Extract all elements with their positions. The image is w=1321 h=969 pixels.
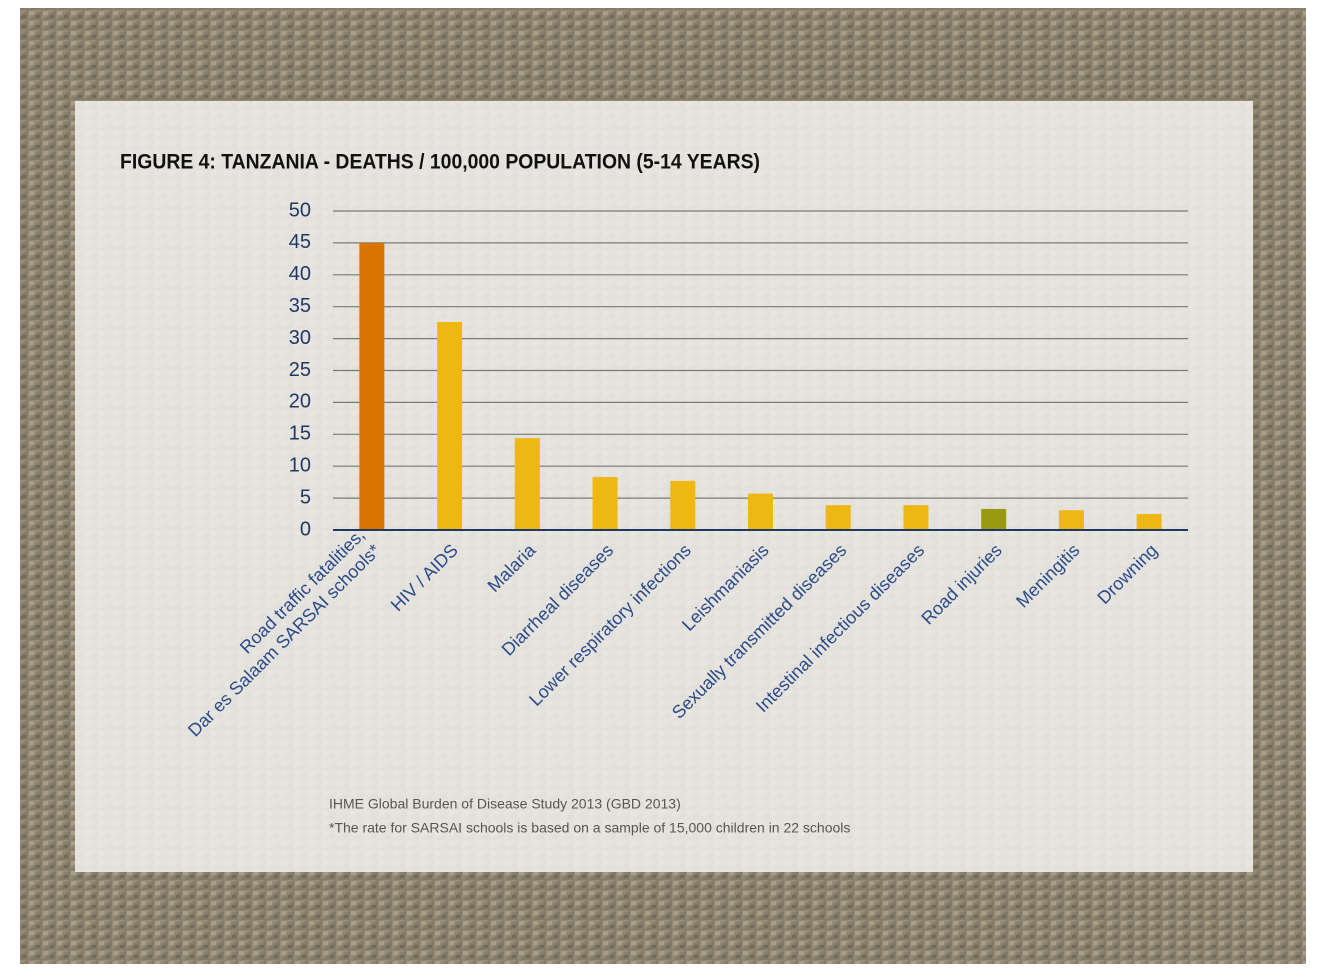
bar <box>359 242 385 530</box>
bar <box>437 322 463 530</box>
y-tick-label: 0 <box>300 518 311 540</box>
y-tick-label: 5 <box>300 486 311 508</box>
bar <box>748 493 773 530</box>
y-tick-label: 50 <box>289 199 311 221</box>
y-tick-label: 20 <box>289 391 311 413</box>
footnote: *The rate for SARSAI schools is based on… <box>329 820 850 836</box>
y-tick-label: 45 <box>289 231 311 253</box>
bar <box>981 508 1007 530</box>
y-tick-label: 10 <box>289 454 311 476</box>
bar <box>1136 514 1162 530</box>
bar <box>670 480 696 530</box>
panel <box>75 101 1253 872</box>
y-tick-label: 30 <box>289 327 311 349</box>
bar <box>825 505 851 530</box>
bar <box>514 438 540 530</box>
chart-title: FIGURE 4: TANZANIA - DEATHS / 100,000 PO… <box>120 151 760 174</box>
source-note: IHME Global Burden of Disease Study 2013… <box>329 796 681 812</box>
y-tick-label: 40 <box>289 263 311 285</box>
y-tick-label: 15 <box>289 423 311 445</box>
y-tick-label: 25 <box>289 359 311 381</box>
bar <box>592 477 618 530</box>
bar <box>903 505 929 530</box>
y-tick-label: 35 <box>289 295 311 317</box>
bar <box>1058 510 1084 530</box>
